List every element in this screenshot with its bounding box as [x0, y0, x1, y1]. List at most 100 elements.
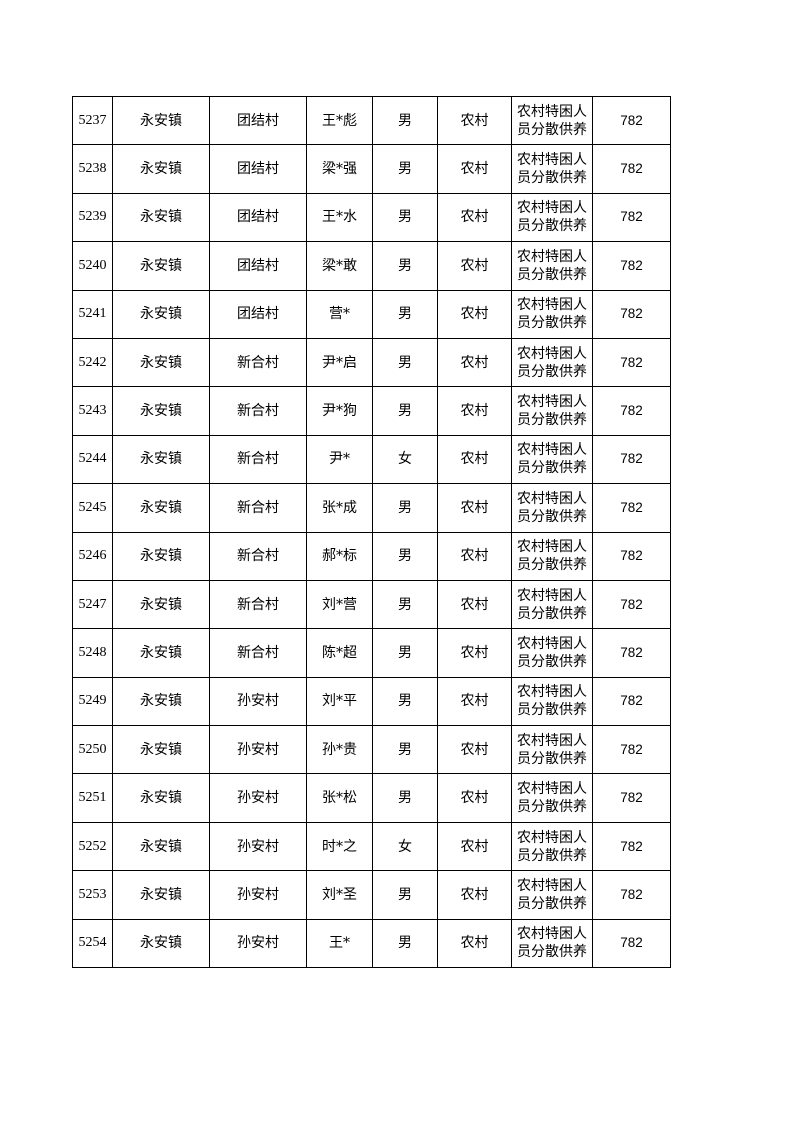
- amount-cell: 782: [592, 870, 671, 920]
- support-category-cell: 农村特困人员分散供养: [511, 821, 593, 872]
- support-category-cell: 农村特困人员分散供养: [511, 95, 593, 146]
- amount-cell: 782: [592, 337, 671, 388]
- village-cell: 新合村: [209, 579, 307, 630]
- village-cell: 孙安村: [209, 725, 307, 775]
- table-row: 5246 永安镇 新合村 郝*标男农村 农村特困人员分散供养 782: [72, 531, 671, 581]
- row-number-cell: 5250: [72, 725, 113, 775]
- person-name-cell: 营*: [306, 289, 373, 339]
- residence-type-cell: 农村: [437, 676, 512, 727]
- amount-cell: 782: [592, 773, 671, 823]
- row-number-cell: 5248: [72, 628, 113, 678]
- town-cell: 永安镇: [112, 870, 210, 920]
- support-category-cell: 农村特困人员分散供养: [511, 289, 593, 339]
- town-cell: 永安镇: [112, 241, 210, 291]
- residence-type-cell: 农村: [437, 144, 512, 194]
- row-number-cell: 5240: [72, 241, 113, 291]
- amount-cell: 782: [592, 628, 671, 678]
- row-number-cell: 5252: [72, 821, 113, 872]
- gender-cell: 男: [372, 289, 438, 339]
- table-row: 5237 永安镇 团结村 王*彪男农村 农村特困人员分散供养 782: [72, 95, 671, 146]
- town-cell: 永安镇: [112, 289, 210, 339]
- row-number-cell: 5239: [72, 192, 113, 243]
- amount-cell: 782: [592, 241, 671, 291]
- table-row: 5254 永安镇 孙安村 王* 男农村 农村特困人员分散供养 782: [72, 918, 671, 969]
- residence-type-cell: 农村: [437, 337, 512, 388]
- amount-cell: 782: [592, 676, 671, 727]
- gender-cell: 女: [372, 434, 438, 485]
- row-number-cell: 5247: [72, 579, 113, 630]
- person-name-cell: 时*之: [306, 821, 373, 872]
- support-category-cell: 农村特困人员分散供养: [511, 918, 593, 969]
- residence-type-cell: 农村: [437, 241, 512, 291]
- town-cell: 永安镇: [112, 337, 210, 388]
- person-name-cell: 刘*营: [306, 579, 373, 630]
- person-name-cell: 刘*圣: [306, 870, 373, 920]
- table-row: 5240 永安镇 团结村 梁*敢男农村 农村特困人员分散供养 782: [72, 241, 671, 291]
- gender-cell: 男: [372, 241, 438, 291]
- support-category-cell: 农村特困人员分散供养: [511, 192, 593, 243]
- support-category-cell: 农村特困人员分散供养: [511, 870, 593, 920]
- gender-cell: 男: [372, 628, 438, 678]
- row-number-cell: 5245: [72, 483, 113, 533]
- support-category-cell: 农村特困人员分散供养: [511, 386, 593, 436]
- support-category-cell: 农村特困人员分散供养: [511, 434, 593, 485]
- amount-cell: 782: [592, 144, 671, 194]
- amount-cell: 782: [592, 434, 671, 485]
- table-row: 5251 永安镇 孙安村 张*松男农村 农村特困人员分散供养 782: [72, 773, 671, 823]
- table-row: 5239 永安镇 团结村 王*水男农村 农村特困人员分散供养 782: [72, 192, 671, 243]
- amount-cell: 782: [592, 192, 671, 243]
- person-name-cell: 尹*狗: [306, 386, 373, 436]
- residence-type-cell: 农村: [437, 628, 512, 678]
- village-cell: 新合村: [209, 386, 307, 436]
- beneficiary-table: 5237 永安镇 团结村 王*彪男农村 农村特困人员分散供养 782 5238 永安镇 团结村梁…: [72, 95, 671, 969]
- person-name-cell: 王*彪: [306, 95, 373, 146]
- village-cell: 团结村: [209, 95, 307, 146]
- gender-cell: 男: [372, 386, 438, 436]
- residence-type-cell: 农村: [437, 821, 512, 872]
- support-category-cell: 农村特困人员分散供养: [511, 144, 593, 194]
- row-number-cell: 5249: [72, 676, 113, 727]
- support-category-cell: 农村特困人员分散供养: [511, 676, 593, 727]
- town-cell: 永安镇: [112, 918, 210, 969]
- row-number-cell: 5242: [72, 337, 113, 388]
- amount-cell: 782: [592, 289, 671, 339]
- gender-cell: 男: [372, 144, 438, 194]
- person-name-cell: 张*成: [306, 483, 373, 533]
- residence-type-cell: 农村: [437, 531, 512, 581]
- support-category-cell: 农村特困人员分散供养: [511, 241, 593, 291]
- table-row: 5252 永安镇 孙安村 时*之女农村 农村特困人员分散供养 782: [72, 821, 671, 872]
- gender-cell: 男: [372, 725, 438, 775]
- table-row: 5242 永安镇 新合村 尹*启男农村 农村特困人员分散供养 782: [72, 337, 671, 388]
- village-cell: 孙安村: [209, 870, 307, 920]
- table-row: 5244 永安镇 新合村 尹* 女农村 农村特困人员分散供养 782: [72, 434, 671, 485]
- gender-cell: 男: [372, 95, 438, 146]
- town-cell: 永安镇: [112, 192, 210, 243]
- person-name-cell: 张*松: [306, 773, 373, 823]
- town-cell: 永安镇: [112, 531, 210, 581]
- support-category-cell: 农村特困人员分散供养: [511, 628, 593, 678]
- residence-type-cell: 农村: [437, 192, 512, 243]
- row-number-cell: 5254: [72, 918, 113, 969]
- support-category-cell: 农村特困人员分散供养: [511, 773, 593, 823]
- residence-type-cell: 农村: [437, 918, 512, 969]
- amount-cell: 782: [592, 725, 671, 775]
- row-number-cell: 5244: [72, 434, 113, 485]
- support-category-cell: 农村特困人员分散供养: [511, 579, 593, 630]
- support-category-cell: 农村特困人员分散供养: [511, 483, 593, 533]
- gender-cell: 男: [372, 192, 438, 243]
- village-cell: 团结村: [209, 144, 307, 194]
- amount-cell: 782: [592, 579, 671, 630]
- residence-type-cell: 农村: [437, 579, 512, 630]
- town-cell: 永安镇: [112, 144, 210, 194]
- village-cell: 团结村: [209, 241, 307, 291]
- village-cell: 新合村: [209, 337, 307, 388]
- gender-cell: 男: [372, 918, 438, 969]
- residence-type-cell: 农村: [437, 386, 512, 436]
- row-number-cell: 5237: [72, 95, 113, 146]
- town-cell: 永安镇: [112, 676, 210, 727]
- town-cell: 永安镇: [112, 434, 210, 485]
- village-cell: 新合村: [209, 531, 307, 581]
- person-name-cell: 孙*贵: [306, 725, 373, 775]
- amount-cell: 782: [592, 386, 671, 436]
- support-category-cell: 农村特困人员分散供养: [511, 725, 593, 775]
